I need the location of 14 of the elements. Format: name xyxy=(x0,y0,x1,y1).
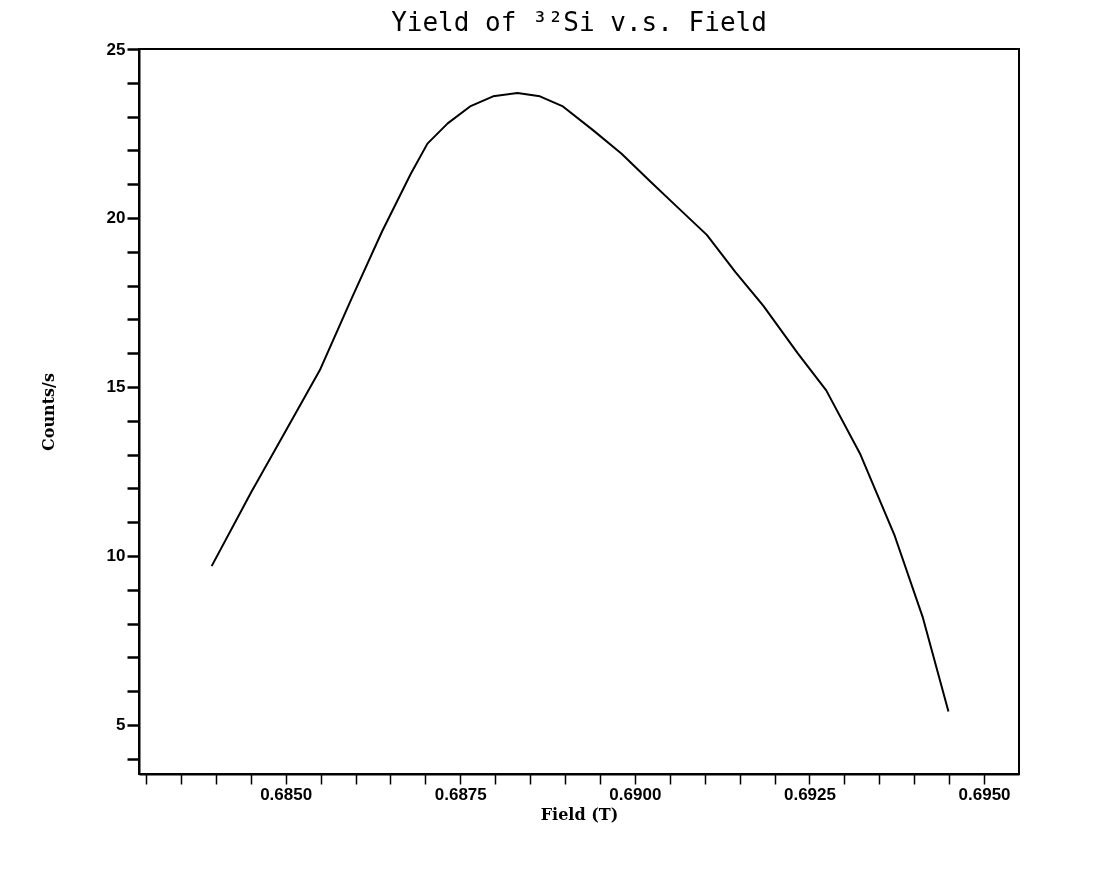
y-axis-title: Counts/s xyxy=(38,373,58,451)
y-tick-label: 5 xyxy=(116,715,126,735)
y-tick-label: 25 xyxy=(106,39,126,59)
x-axis-title: Field (T) xyxy=(540,804,619,824)
chart-title: Yield of ³²Si v.s. Field xyxy=(391,7,767,37)
y-tick-label: 20 xyxy=(106,208,126,228)
line-series xyxy=(210,91,950,713)
x-tick-label: 0.6875 xyxy=(434,784,487,804)
x-tick-label: 0.6950 xyxy=(958,784,1011,804)
y-tick-label: 10 xyxy=(106,546,126,566)
x-tick-label: 0.6850 xyxy=(260,784,313,804)
x-tick-label: 0.6900 xyxy=(609,784,662,804)
x-tick-label: 0.6925 xyxy=(783,784,836,804)
y-tick-label: 15 xyxy=(106,377,126,397)
